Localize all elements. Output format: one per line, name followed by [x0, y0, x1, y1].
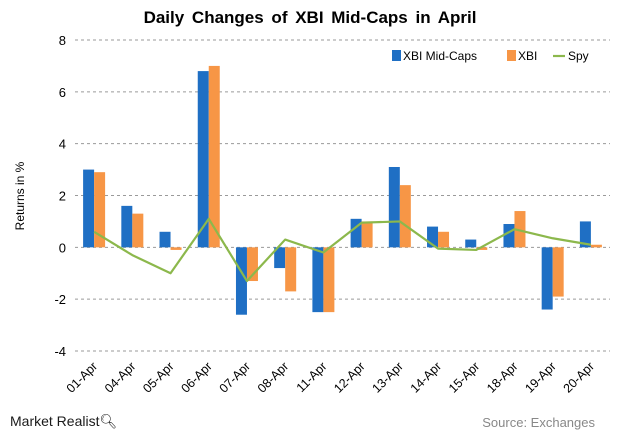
y-tick-label: -4 [54, 344, 66, 359]
bar [350, 218, 362, 248]
legend-label: Spy [568, 49, 589, 63]
bar [361, 221, 373, 248]
brand-name: Market Realist [10, 413, 100, 429]
x-tick-label: 06-Apr [178, 359, 214, 395]
bar [541, 247, 553, 310]
y-tick-label: 8 [59, 33, 66, 48]
x-tick-label: 19-Apr [522, 359, 558, 395]
bar [285, 247, 297, 292]
x-tick-label: 12-Apr [331, 359, 367, 395]
y-tick-label: 4 [59, 137, 66, 152]
x-tick-label: 13-Apr [370, 359, 406, 395]
bar [323, 247, 335, 313]
bar [94, 172, 106, 248]
bar [579, 221, 591, 248]
legend-swatch [392, 50, 401, 61]
source-note: Source: Exchanges [482, 415, 595, 430]
series-line [93, 217, 592, 283]
bar [235, 247, 247, 315]
bar [399, 185, 411, 248]
y-axis-label: Returns in % [13, 161, 27, 230]
x-tick-label: 08-Apr [255, 359, 291, 395]
chart-title: Daily Changes of XBI Mid-Caps in April [143, 8, 477, 27]
y-tick-label: 2 [59, 189, 66, 204]
x-tick-label: 15-Apr [446, 359, 482, 395]
bar [388, 166, 400, 248]
bar [514, 211, 526, 248]
x-tick-label: 04-Apr [102, 359, 138, 395]
grid-layer [75, 39, 610, 352]
brand-logo: Market Realist🔍︎ [10, 413, 117, 430]
x-tick-label: 20-Apr [561, 359, 597, 395]
bar [438, 231, 450, 248]
y-tick-label: 6 [59, 85, 66, 100]
x-tick-label: 18-Apr [484, 359, 520, 395]
x-tick-label: 11-Apr [294, 359, 330, 395]
bar [83, 169, 95, 248]
x-tick-label: 01-Apr [64, 359, 100, 395]
bar [552, 247, 564, 297]
legend-swatch [507, 50, 516, 61]
bar [465, 239, 477, 248]
y-tick-label: -2 [54, 292, 66, 307]
bar [132, 213, 144, 248]
bar [312, 247, 324, 313]
bar [170, 247, 182, 250]
bar [427, 226, 439, 248]
y-tick-label: 0 [59, 240, 66, 255]
bar [503, 224, 515, 248]
bar [197, 71, 209, 248]
line-layer [93, 217, 592, 283]
legend: XBI Mid-Caps XBI Spy [392, 49, 589, 63]
bar [159, 231, 171, 248]
bar [208, 65, 220, 248]
bar [590, 244, 602, 248]
x-tick-label: 05-Apr [140, 359, 176, 395]
bar [274, 247, 286, 269]
legend-label: XBI Mid-Caps [403, 49, 477, 63]
bar [476, 247, 488, 250]
bar [121, 205, 133, 248]
x-tick-label: 07-Apr [217, 359, 253, 395]
bar-layer [83, 65, 602, 315]
bar [246, 247, 258, 282]
x-tick-label: 14-Apr [408, 359, 444, 395]
legend-label: XBI [518, 49, 537, 63]
magnifier-icon: 🔍︎ [99, 413, 118, 429]
